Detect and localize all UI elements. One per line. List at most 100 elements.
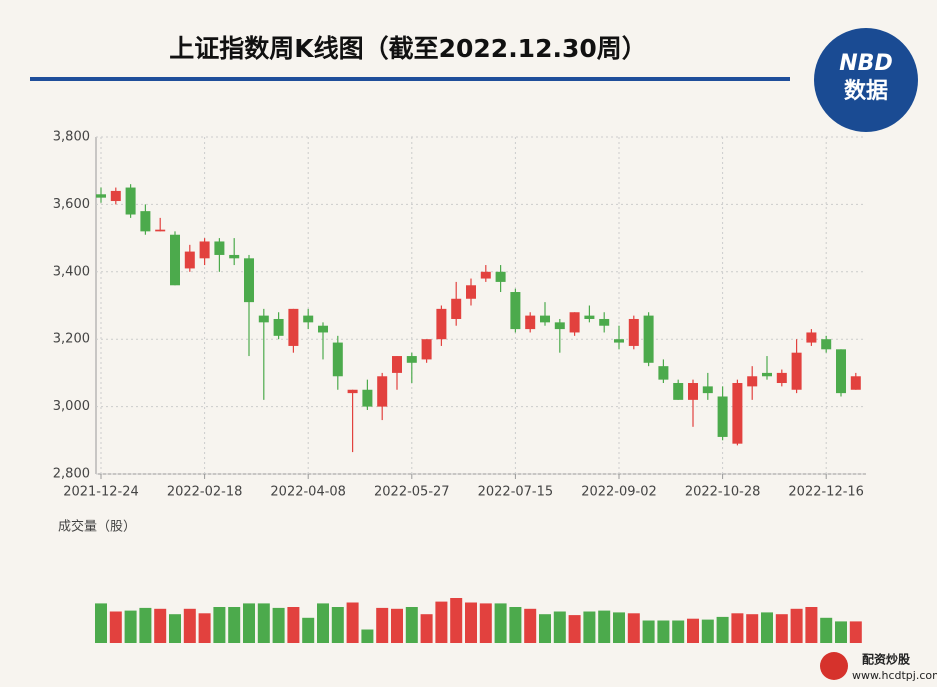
x-tick-label: 2022-12-16 <box>788 485 864 500</box>
candle-body <box>791 352 802 390</box>
volume-bar <box>509 607 522 643</box>
volume-bar <box>154 608 167 643</box>
volume-bar <box>835 621 847 643</box>
x-tick-label: 2021-12-24 <box>63 485 139 500</box>
volume-bar <box>361 629 374 643</box>
volume-bar <box>139 607 152 643</box>
candle-body <box>406 356 417 363</box>
candle-body <box>229 254 240 259</box>
volume-bar <box>775 614 788 643</box>
volume-bar <box>183 608 196 643</box>
candle-body <box>214 241 225 255</box>
candle-body <box>717 396 728 437</box>
title-rule <box>30 77 790 81</box>
candle-body <box>140 211 151 232</box>
candle-body <box>836 349 846 394</box>
candle-body <box>480 271 491 279</box>
candle-body <box>466 285 476 299</box>
y-tick-label: 2,800 <box>53 467 90 482</box>
candle-body <box>762 372 772 377</box>
footer-name: 配资炒股 <box>862 652 911 667</box>
candle-body <box>525 315 536 330</box>
candle-body <box>258 315 269 323</box>
candle-body <box>244 258 254 303</box>
volume-bar <box>849 621 862 643</box>
volume-bar <box>687 618 699 643</box>
volume-bar <box>701 619 714 643</box>
volume-bar <box>198 613 211 643</box>
candle-body <box>495 271 506 282</box>
volume-bar <box>391 608 403 643</box>
volume-bar <box>613 612 625 643</box>
volume-bar <box>524 608 537 643</box>
candle-body <box>362 389 373 407</box>
y-tick-label: 3,200 <box>53 332 90 347</box>
candle-body <box>184 251 195 269</box>
candle-body <box>170 234 180 286</box>
candle-body <box>584 315 595 319</box>
candle-body <box>155 229 166 232</box>
y-tick-label: 3,400 <box>53 264 90 279</box>
candle-body <box>303 315 314 323</box>
candle-body <box>96 194 106 198</box>
candle-body <box>347 389 358 394</box>
logo <box>814 28 918 132</box>
x-tick-label: 2022-09-02 <box>581 485 657 500</box>
volume-bar <box>317 603 329 643</box>
candle-body <box>850 376 861 390</box>
volume-bar <box>405 607 418 643</box>
candle-body <box>199 241 210 259</box>
volume-bar <box>243 603 255 643</box>
x-tick-label: 2022-04-08 <box>270 485 346 500</box>
logo-text: 数据 <box>844 78 888 104</box>
candle-body <box>377 376 388 407</box>
volume-bar <box>716 616 729 643</box>
volume-bar <box>761 612 773 643</box>
candle-body <box>821 339 832 350</box>
chart-title: 上证指数周K线图（截至2022.12.30周） <box>169 34 647 63</box>
footer-logo <box>820 652 848 680</box>
volume-bar <box>539 614 551 643</box>
candle-body <box>614 339 624 343</box>
volume-bar <box>465 602 477 643</box>
x-tick-label: 2022-07-15 <box>478 485 554 500</box>
volume-bar <box>450 598 463 643</box>
candle-body <box>110 190 121 202</box>
y-tick-label: 3,600 <box>53 197 90 212</box>
candle-body <box>451 298 462 319</box>
volume-bar <box>553 611 566 643</box>
x-tick-label: 2022-10-28 <box>685 485 761 500</box>
candle-body <box>732 383 743 444</box>
volume-bar <box>302 617 315 643</box>
candle-body <box>599 318 610 326</box>
x-tick-label: 2022-02-18 <box>167 485 243 500</box>
candle-body <box>776 372 787 384</box>
candle-body <box>673 383 684 400</box>
candle-body <box>318 325 328 333</box>
candle-body <box>125 187 136 215</box>
volume-bar <box>287 607 300 643</box>
x-tick-label: 2022-05-27 <box>374 485 450 500</box>
candle-body <box>658 366 669 380</box>
volume-bar <box>627 613 640 643</box>
candle-body <box>747 376 758 387</box>
candle-body <box>702 386 713 394</box>
volume-bar <box>109 611 122 643</box>
candle-body <box>392 356 402 373</box>
volume-bar <box>479 603 492 643</box>
candle-body <box>510 292 521 330</box>
footer-url: www.hcdtpj.com <box>852 669 937 682</box>
volume-bar <box>272 607 285 643</box>
candle-body <box>540 315 550 323</box>
logo-text: NBD <box>839 51 892 76</box>
volume-bar <box>805 607 818 643</box>
candle-body <box>421 339 432 360</box>
volume-bar <box>642 620 655 643</box>
candle-body <box>288 308 299 346</box>
candle-body <box>688 383 698 400</box>
y-tick-label: 3,000 <box>53 399 90 414</box>
y-tick-label: 3,800 <box>53 130 90 145</box>
volume-bar <box>672 620 685 643</box>
